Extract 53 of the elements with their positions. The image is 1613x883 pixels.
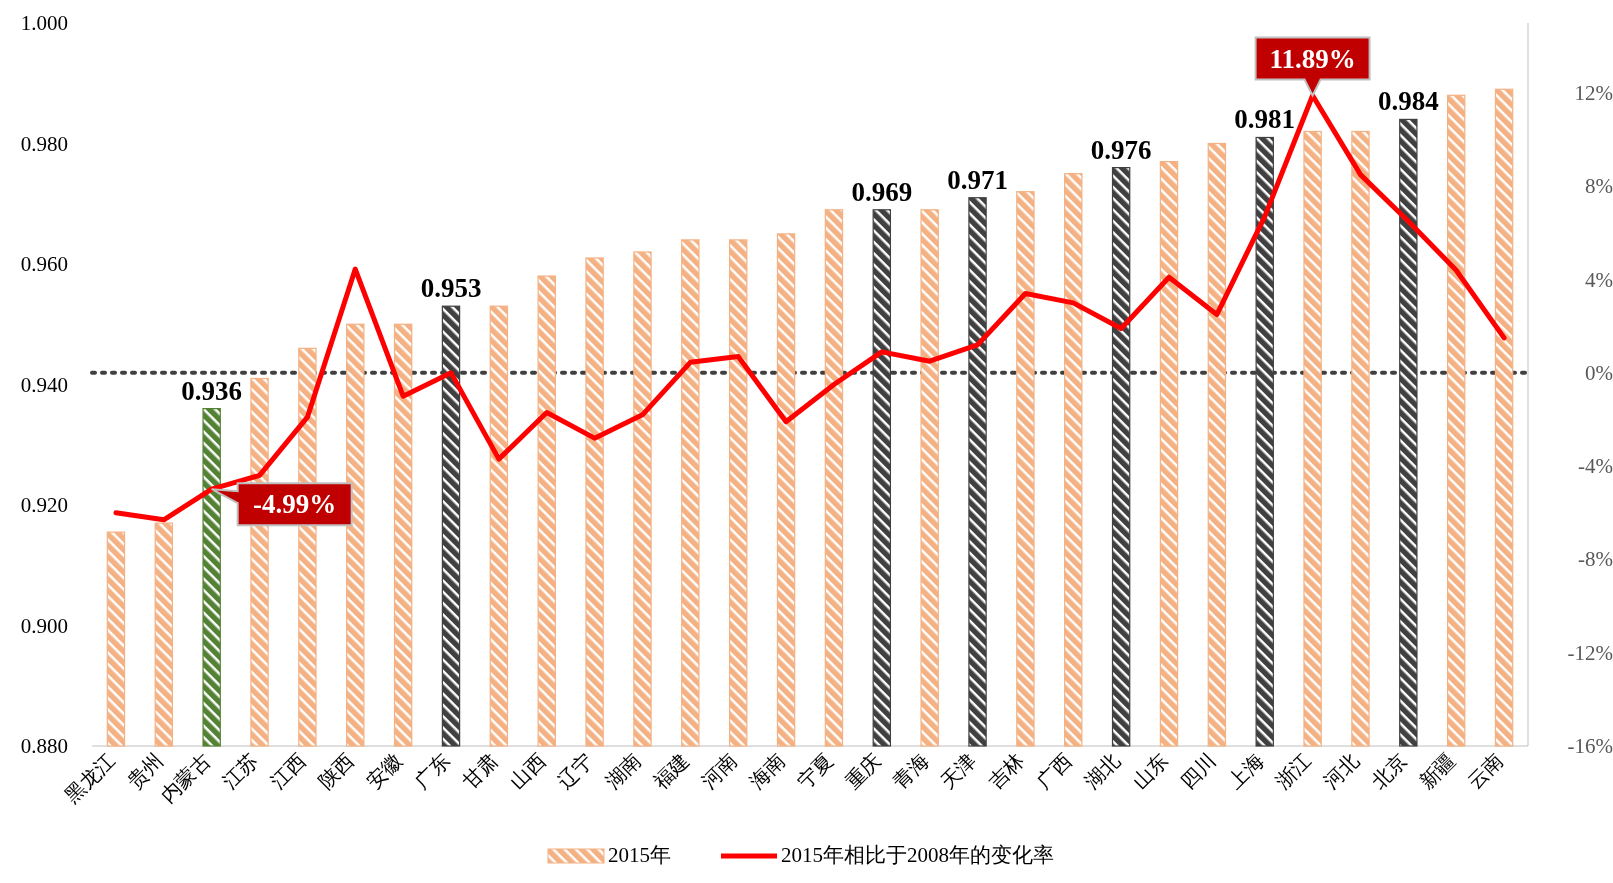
x-tick-label: 广东 bbox=[409, 749, 454, 794]
x-tick-label: 江西 bbox=[266, 749, 311, 794]
y2-tick-label: -8% bbox=[1578, 547, 1613, 572]
y-tick-label: 0.900 bbox=[20, 613, 68, 638]
x-tick-label: 上海 bbox=[1223, 749, 1268, 794]
x-tick-label: 重庆 bbox=[840, 749, 885, 794]
x-tick-label: 新疆 bbox=[1415, 749, 1460, 794]
data-label: -4.99% bbox=[253, 489, 337, 520]
x-tick-label: 陕西 bbox=[314, 749, 359, 794]
data-label: 0.971 bbox=[947, 164, 1008, 195]
x-tick-label: 广西 bbox=[1032, 749, 1077, 794]
x-tick-label: 天津 bbox=[936, 749, 981, 794]
x-tick-label: 山东 bbox=[1127, 749, 1172, 794]
x-tick-label: 海南 bbox=[745, 749, 789, 794]
x-tick-label: 浙江 bbox=[1271, 749, 1316, 794]
x-tick-label: 安徽 bbox=[362, 749, 406, 794]
x-tick-label: 吉林 bbox=[984, 749, 1029, 794]
x-tick-label: 辽宁 bbox=[553, 749, 598, 794]
x-tick-label: 北京 bbox=[1367, 749, 1412, 794]
y2-tick-label: 12% bbox=[1574, 80, 1613, 105]
y-tick-label: 0.920 bbox=[20, 493, 68, 517]
data-label: 0.981 bbox=[1234, 104, 1296, 135]
y-tick-label: 0.960 bbox=[20, 252, 68, 276]
data-label: 0.936 bbox=[181, 375, 243, 406]
y2-tick-label: -4% bbox=[1578, 454, 1613, 479]
y2-tick-label: 4% bbox=[1585, 267, 1613, 292]
x-tick-label: 四川 bbox=[1175, 749, 1220, 794]
y-tick-label: 1.000 bbox=[20, 11, 68, 35]
y2-tick-label: -12% bbox=[1567, 640, 1613, 665]
x-tick-label: 江苏 bbox=[218, 749, 263, 794]
data-label: 0.953 bbox=[420, 273, 482, 304]
x-tick-label: 云南 bbox=[1463, 749, 1507, 794]
y-tick-label: 0.880 bbox=[20, 734, 68, 758]
data-label: 0.969 bbox=[851, 176, 913, 207]
x-tick-label: 宁夏 bbox=[792, 749, 837, 794]
x-tick-label: 湖北 bbox=[1080, 749, 1124, 794]
x-tick-label: 甘肃 bbox=[457, 749, 502, 794]
x-tick-label: 河北 bbox=[1319, 749, 1364, 794]
y-tick-label: 0.980 bbox=[20, 131, 68, 156]
data-label: 11.89% bbox=[1269, 43, 1356, 74]
x-tick-label: 河南 bbox=[697, 749, 742, 794]
x-tick-label: 山西 bbox=[505, 749, 550, 794]
legend-label: 2015年 bbox=[608, 843, 671, 867]
y2-tick-label: -16% bbox=[1567, 734, 1613, 758]
y-tick-label: 0.940 bbox=[20, 372, 68, 397]
x-tick-label: 湖南 bbox=[601, 749, 646, 794]
x-tick-label: 青海 bbox=[888, 749, 933, 794]
y2-tick-label: 0% bbox=[1585, 360, 1613, 385]
data-label: 0.976 bbox=[1090, 134, 1152, 165]
data-label: 0.984 bbox=[1377, 86, 1439, 117]
y2-tick-label: 8% bbox=[1585, 174, 1613, 199]
legend-label: 2015年相比于2008年的变化率 bbox=[781, 843, 1054, 867]
x-tick-label: 福建 bbox=[649, 749, 694, 794]
